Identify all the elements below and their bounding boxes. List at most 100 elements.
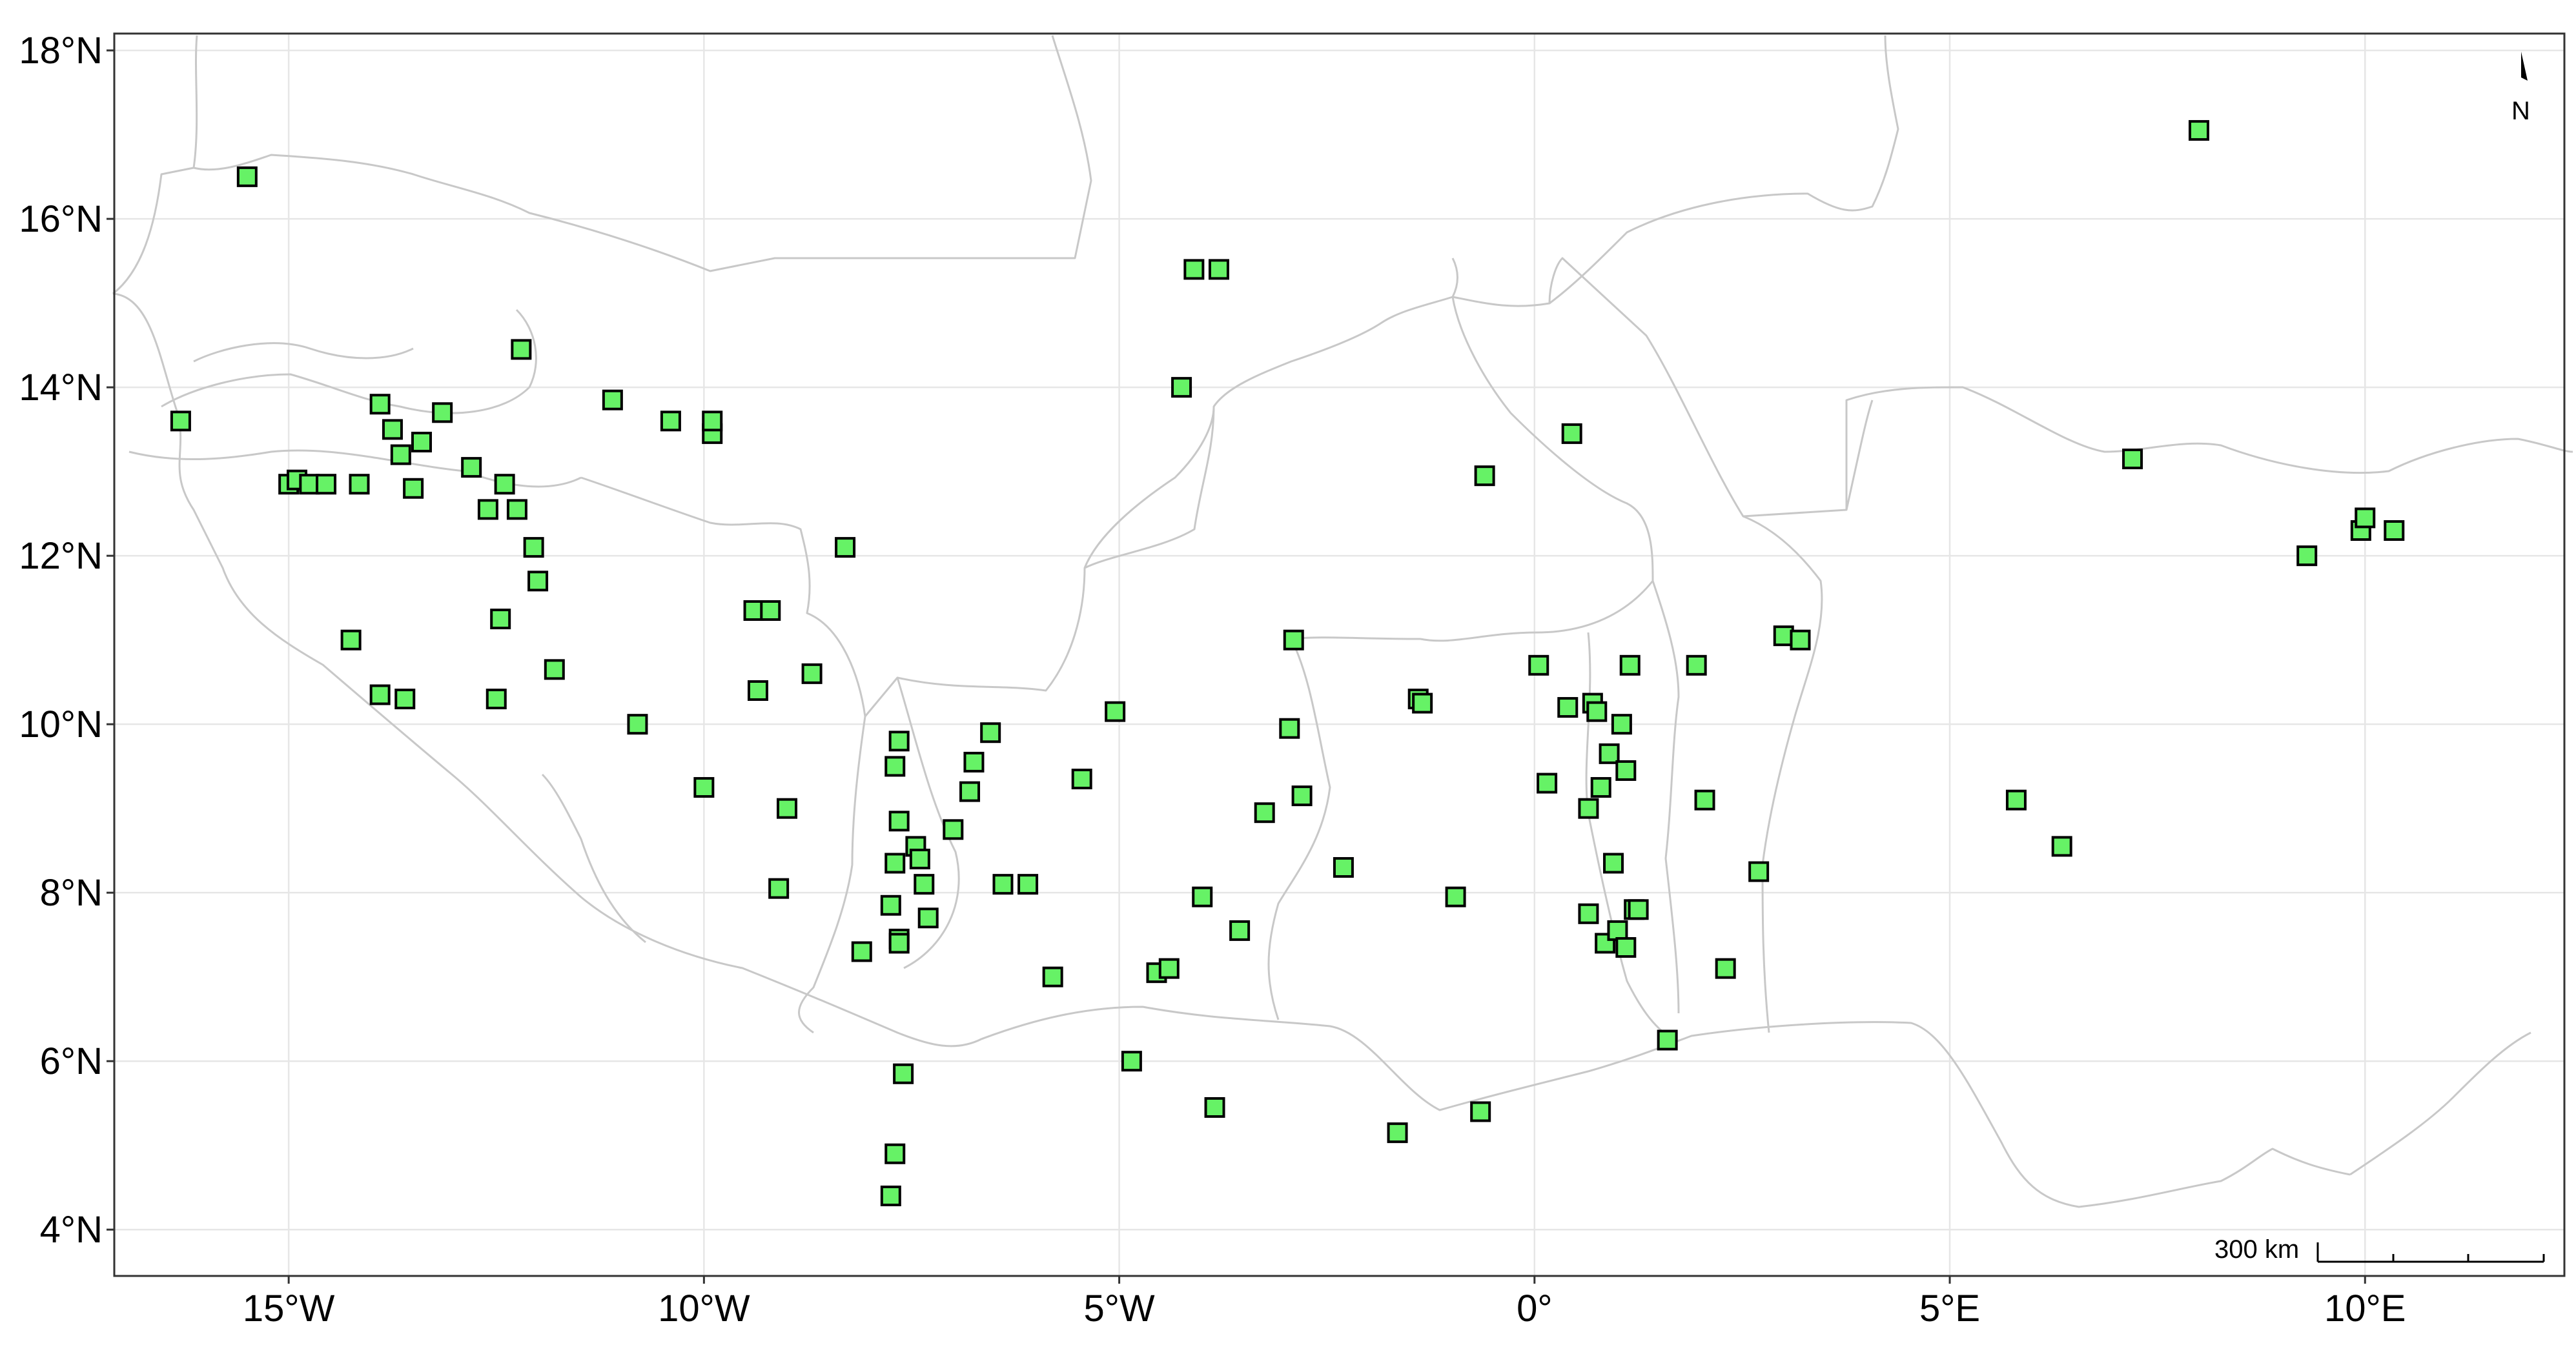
site-marker [888, 811, 910, 832]
site-marker [1557, 697, 1579, 718]
site-marker [390, 444, 411, 465]
north-arrow-icon: N [2511, 52, 2530, 125]
border-guinea-ci [541, 677, 960, 1034]
site-marker [1042, 966, 1063, 987]
site-marker [1595, 933, 1616, 954]
site-marker [403, 478, 424, 499]
y-tick-label: 14°N [19, 367, 103, 409]
site-marker [627, 714, 648, 735]
site-marker [2005, 789, 2027, 811]
coastline [112, 292, 2351, 1208]
site-marker [1105, 701, 1126, 722]
y-tick-label: 8°N [40, 872, 103, 914]
site-marker [851, 941, 872, 962]
site-marker [1537, 773, 1558, 794]
site-marker [411, 431, 432, 452]
site-marker [170, 410, 191, 432]
site-marker [1283, 629, 1304, 651]
site-marker [1748, 861, 1770, 882]
site-marker [506, 499, 527, 520]
border-nigeria [1845, 399, 2531, 1176]
site-marker [880, 895, 901, 916]
site-marker [1279, 718, 1300, 739]
site-marker [702, 410, 723, 432]
site-marker [1603, 853, 1624, 874]
graticule-grid [114, 34, 2564, 1276]
site-marker [1773, 625, 1794, 647]
site-marker [2384, 520, 2405, 541]
site-marker [369, 684, 391, 705]
site-marker [527, 571, 549, 592]
site-marker [884, 1143, 906, 1164]
site-marker [461, 457, 482, 478]
site-marker [369, 394, 391, 415]
site-marker [1158, 958, 1180, 979]
axis-labels: 15°W 10°W 5°W 0° 5°E 10°E 18°N 16°N 14°N 12°N 10°N… [19, 30, 2406, 1330]
site-marker [1628, 899, 1649, 920]
site-marker [888, 933, 910, 954]
north-arrow-label: N [2511, 97, 2530, 125]
site-marker [914, 874, 935, 895]
site-marker [602, 389, 623, 410]
scale-bar-label: 300 km [2214, 1235, 2299, 1264]
site-marker [1561, 423, 1582, 444]
site-marker [394, 689, 416, 710]
x-tick-label: 0° [1517, 1288, 1552, 1330]
site-marker [432, 402, 453, 423]
site-marker [959, 781, 981, 802]
x-tick-label: 5°E [1919, 1288, 1980, 1330]
y-tick-label: 18°N [19, 30, 103, 72]
site-marker [1686, 654, 1707, 676]
site-marker [943, 819, 964, 840]
site-marker [486, 689, 507, 710]
site-marker [1790, 629, 1811, 651]
site-marker [2188, 120, 2209, 141]
site-marker [1694, 789, 1715, 811]
site-marker [747, 680, 768, 701]
site-marker [835, 537, 856, 558]
x-tick-label: 5°W [1083, 1288, 1154, 1330]
y-tick-label: 6°N [40, 1040, 103, 1082]
site-marker [888, 731, 910, 752]
border-mauritania [112, 35, 1092, 295]
site-marker [1071, 769, 1092, 789]
site-marker [992, 874, 1014, 895]
site-marker [768, 878, 790, 899]
site-marker [1017, 874, 1039, 895]
site-marker [1657, 1029, 1678, 1051]
site-marker [1611, 714, 1632, 735]
site-marker [1470, 1101, 1491, 1122]
site-marker [1715, 958, 1736, 979]
site-marker [980, 722, 1001, 743]
site-marker [316, 474, 337, 495]
site-marker [1474, 465, 1495, 487]
border-niger-north [1452, 35, 2573, 518]
site-marker [2051, 836, 2072, 857]
site-marker [1183, 259, 1205, 280]
border-senegal [128, 308, 582, 488]
site-marker [1619, 654, 1641, 676]
site-marker [1590, 777, 1611, 798]
sample-sites [170, 120, 2405, 1207]
site-marker [523, 537, 544, 558]
site-marker [382, 419, 403, 440]
site-marker [1254, 802, 1275, 824]
site-marker [1204, 1097, 1225, 1118]
site-marker [349, 474, 370, 495]
site-marker [777, 798, 798, 819]
x-tick-label: 15°W [243, 1288, 335, 1330]
axes-frame [113, 32, 2566, 1277]
y-tick-label: 4°N [40, 1209, 103, 1251]
site-marker [340, 629, 362, 651]
site-marker [494, 474, 515, 495]
site-marker [1291, 785, 1313, 807]
scale-bar: 300 km [2214, 1235, 2545, 1264]
site-marker [963, 751, 985, 773]
country-borders [112, 35, 2573, 1208]
site-marker [693, 777, 715, 798]
site-marker [299, 474, 320, 495]
y-tick-label: 10°N [19, 703, 103, 745]
site-marker [490, 609, 511, 630]
